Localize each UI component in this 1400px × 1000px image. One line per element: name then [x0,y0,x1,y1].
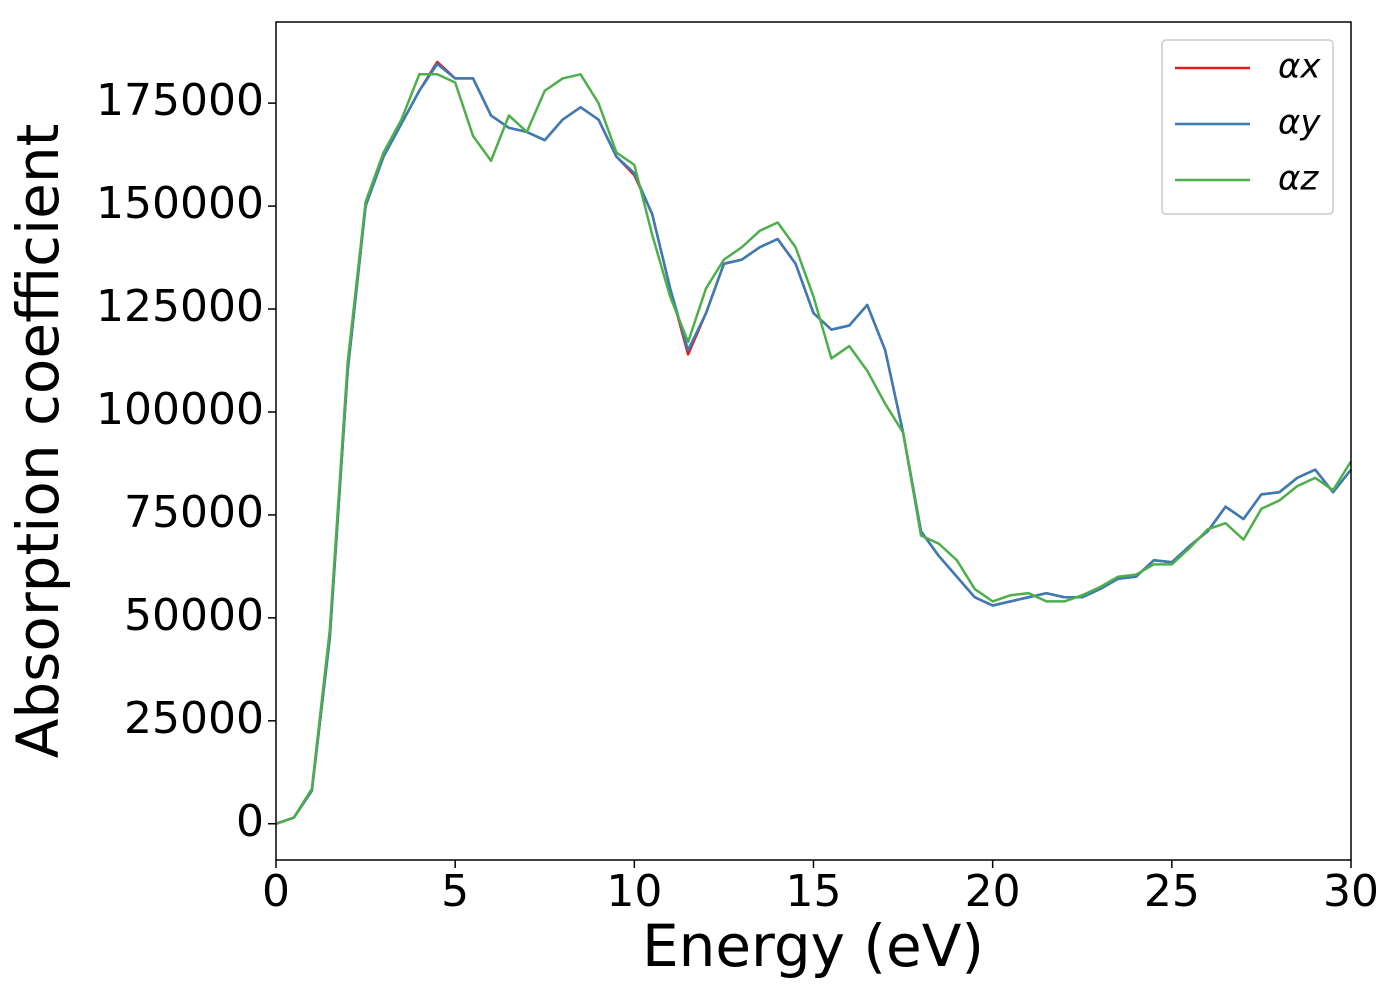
legend-label: αz [1278,159,1319,199]
data-line [275,73,1353,825]
x-tick-label: 25 [1144,866,1200,917]
y-tick-label: 125000 [96,281,264,332]
legend: αx αy αz [1161,39,1334,215]
x-tick-label: 15 [786,866,842,917]
legend-box [1161,39,1334,215]
x-tick-label: 20 [965,866,1021,917]
y-tick-label: 75000 [124,487,264,538]
legend-label: αx [1278,47,1321,87]
x-tick-label: 0 [262,866,290,917]
data-line [275,62,1352,825]
y-tick-label: 50000 [124,590,264,641]
y-tick-label: 150000 [96,178,264,229]
y-tick-label: 175000 [96,75,264,126]
x-tick-label: 5 [441,866,469,917]
x-tick-label: 30 [1323,866,1379,917]
y-tick-label: 25000 [124,693,264,744]
plot-frame [275,21,1352,861]
y-tick-label: 0 [236,796,264,847]
x-axis-label: Energy (eV) [642,912,984,980]
y-axis-label: Absorption coefficient [4,124,72,759]
x-tick-label: 10 [606,866,662,917]
y-tick-label: 100000 [96,384,264,435]
legend-label: αy [1278,103,1321,143]
